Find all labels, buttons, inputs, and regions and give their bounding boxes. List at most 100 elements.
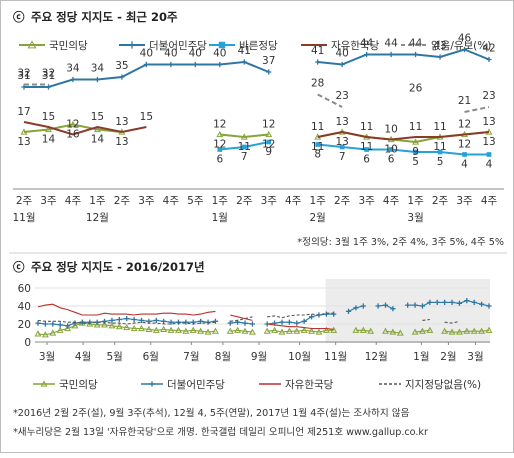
chart2-line-지지정당없음-8 <box>444 320 460 324</box>
chart1-value-바른정당-12: 8 <box>314 149 321 161</box>
chart1-title-mark: ⓒ <box>13 10 25 24</box>
chart1-value-더불어민주당-17: 43 <box>433 40 446 52</box>
chart1-point-바른정당-13 <box>339 144 345 150</box>
chart1-x-month-3: 12월 <box>86 212 109 224</box>
chart1-x-tick-11: 4주 <box>285 195 302 207</box>
chart1-value-더불어민주당-0: 31 <box>17 70 30 82</box>
chart2-point-더불어민주당-26 <box>227 320 233 326</box>
chart2-line-자유한국당-1 <box>230 314 253 321</box>
chart2-point-더불어민주당-28 <box>242 320 248 326</box>
chart1-x-tick-labels: 2주 11월 3주 4주 1주 12월 2주 3주 4주 5주 1주 1월 2주 3주 4주 1주 2월 2주 3주… <box>12 195 497 224</box>
chart2-point-국민의당-33 <box>278 328 286 335</box>
chart2-point-국민의당-35 <box>293 327 301 334</box>
chart2-legend-marker-더불어민주당 <box>149 381 155 387</box>
chart2-point-국민의당-18 <box>167 326 175 333</box>
chart1-point-더불어민주당-6 <box>168 61 174 68</box>
chart2-point-국민의당-20 <box>182 327 190 334</box>
chart1-legend-marker-국민의당 <box>27 40 37 49</box>
chart2-title: 주요 정당 지지도 - 2016/2017년 <box>31 260 205 274</box>
chart1-title: 주요 정당 지지도 - 최근 20주 <box>31 10 178 24</box>
chart1-legend-label-자유한국당: 자유한국당 <box>331 40 380 52</box>
chart1-value-더불어민주당-1: 31 <box>42 70 55 82</box>
chart2-month-label-3: 6월 <box>143 351 159 363</box>
chart1-value-자유한국당-16: 11 <box>409 121 422 133</box>
chart2-legend-label-지지정당없음: 지지정당없음(%) <box>405 378 481 391</box>
chart2-point-국민의당-14 <box>138 324 145 332</box>
chart1-value-없음-유보-18: 21 <box>458 95 471 107</box>
chart1-value-자유한국당-2: 12 <box>66 119 79 131</box>
chart2-point-더불어민주당-23 <box>205 319 211 325</box>
chart2-month-labels: 3월 4월 5월 6월 7월 8월 9월 10월 11월 12월 1월 2월 3월 <box>39 342 484 363</box>
chart1-x-month-8: 1월 <box>212 212 228 224</box>
chart2-point-국민의당-32 <box>271 326 279 333</box>
chart1-value-국민의당-9: 11 <box>238 141 251 153</box>
chart1-x-tick-6: 4주 <box>163 195 180 207</box>
chart2-point-국민의당-57 <box>455 328 463 335</box>
chart1-point-바른정당-9 <box>241 144 247 150</box>
chart2-line-자유한국당-0 <box>37 303 216 316</box>
chart1-value-없음-유보-12: 28 <box>311 78 324 90</box>
chart2-point-더불어민주당-33 <box>279 319 285 325</box>
chart2-point-더불어민주당-51 <box>412 302 418 308</box>
chart1-value-국민의당-12: 11 <box>311 141 324 153</box>
chart2-point-더불어민주당-5 <box>72 320 78 326</box>
chart1-point-국민의당-1 <box>45 125 52 133</box>
chart2-line-국민의당-5 <box>414 329 430 333</box>
chart1-value-더불어민주당-14: 44 <box>360 38 374 50</box>
chart2-point-국민의당-19 <box>175 326 182 333</box>
chart2-point-더불어민주당-43 <box>353 305 359 311</box>
chart2-point-국민의당-26 <box>226 327 234 334</box>
chart2-point-국민의당-39 <box>322 326 330 333</box>
chart1-x-tick-8: 1주 <box>212 195 229 207</box>
chart1-x-month-0: 11월 <box>12 212 35 224</box>
chart2-y-tick-40: 40 <box>18 301 31 313</box>
chart1-value-더불어민주당-4: 35 <box>115 60 128 72</box>
chart1-value-더불어민주당-10: 37 <box>262 55 275 67</box>
chart2-point-국민의당-16 <box>152 326 160 333</box>
chart1-value-바른정당-15: 6 <box>388 154 395 166</box>
chart1-value-자유한국당-15: 10 <box>384 124 397 136</box>
chart1-value-국민의당-13: 13 <box>335 136 348 148</box>
chart2-month-label-10: 1월 <box>413 351 429 363</box>
chart1-value-없음-유보-0: 32 <box>17 68 30 80</box>
chart2-line-국민의당-1 <box>230 329 253 333</box>
chart2-month-label-6: 9월 <box>251 351 267 363</box>
chart1-x-tick-19: 4주 <box>481 195 498 207</box>
chart2-point-더불어민주당-37 <box>308 314 315 320</box>
chart1-value-국민의당-18: 12 <box>458 139 471 151</box>
chart1-point-바른정당-12 <box>315 142 321 147</box>
chart1-x-month-16: 3월 <box>407 212 423 224</box>
chart1-value-없음-유보-13: 23 <box>335 90 348 102</box>
chart2-line-자유한국당-2 <box>267 323 334 330</box>
chart2-month-label-9: 12월 <box>365 351 388 363</box>
chart2-point-더불어민주당-47 <box>382 302 389 308</box>
chart1-point-국민의당-2 <box>69 120 77 128</box>
chart1-x-tick-3: 1주 <box>89 195 106 207</box>
chart1-line-없음-유보-1 <box>317 93 343 108</box>
chart2-point-국민의당-31 <box>263 327 271 334</box>
chart1-value-없음-유보-19: 23 <box>482 90 495 102</box>
chart1-value-자유한국당-18: 12 <box>458 119 471 131</box>
chart2-point-더불어민주당-39 <box>323 311 329 317</box>
chart1-value-국민의당-10: 12 <box>262 139 275 151</box>
chart1-point-바른정당-19 <box>486 152 492 157</box>
chart1-value-국민의당-16: 9 <box>412 146 419 158</box>
chart2-point-국민의당-3 <box>56 326 64 333</box>
chart1-value-없음-유보-1: 32 <box>42 68 55 80</box>
chart1-value-더불어민주당-16: 44 <box>409 38 423 50</box>
chart2-legend-marker-국민의당 <box>40 380 48 387</box>
chart1-point-더불어민주당-4 <box>119 74 125 80</box>
chart2-point-더불어민주당-4 <box>64 323 71 329</box>
chart1-point-더불어민주당-15 <box>388 51 394 58</box>
chart2-point-국민의당-28 <box>241 327 249 334</box>
chart2-point-국민의당-56 <box>448 328 456 335</box>
chart2-point-더불어민주당-0 <box>35 320 41 326</box>
chart2-point-국민의당-10 <box>108 322 116 329</box>
chart2-line-지지정당없음-2 <box>267 312 334 319</box>
chart1-point-국민의당-9 <box>240 133 248 140</box>
chart1-line-자유한국당-3 <box>317 130 490 141</box>
chart2-y-tick-0: 0 <box>24 337 31 349</box>
chart1-value-자유한국당-0: 17 <box>17 106 30 118</box>
chart1-value-더불어민주당-18: 46 <box>458 33 472 45</box>
chart2-point-더불어민주당-54 <box>434 299 440 305</box>
